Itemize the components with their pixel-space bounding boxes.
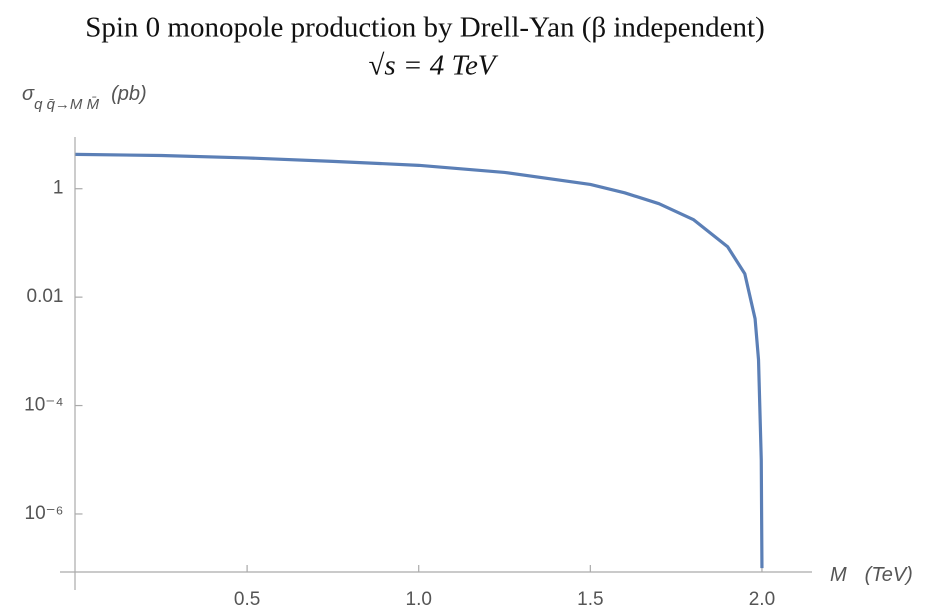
x-tick-label: 1.5 [577,589,603,608]
x-label-unit: (TeV) [865,564,913,586]
y-tick-label: 0.01 [27,286,64,307]
x-label-symbol: M [830,564,847,586]
y-tick-label: 10⁻⁴ [24,395,63,416]
y-label-subscript: q q̄→M M̄ [34,96,100,113]
chart-subtitle: √s = 4 TeV [368,50,498,82]
y-label-symbol: σ [22,83,35,105]
y-tick-label: 1 [53,178,64,199]
x-tick-label: 0.5 [234,589,260,608]
x-tick-label: 2.0 [749,589,775,608]
x-tick-label: 1.0 [406,589,432,608]
y-label-unit: (pb) [111,83,147,105]
data-line [75,152,764,569]
y-tick-label: 10⁻⁶ [25,503,64,524]
chart-title: Spin 0 monopole production by Drell-Yan … [85,12,765,44]
y-label: σq q̄→M M̄ (pb) [22,83,147,113]
x-label: M (TeV) [830,564,913,586]
